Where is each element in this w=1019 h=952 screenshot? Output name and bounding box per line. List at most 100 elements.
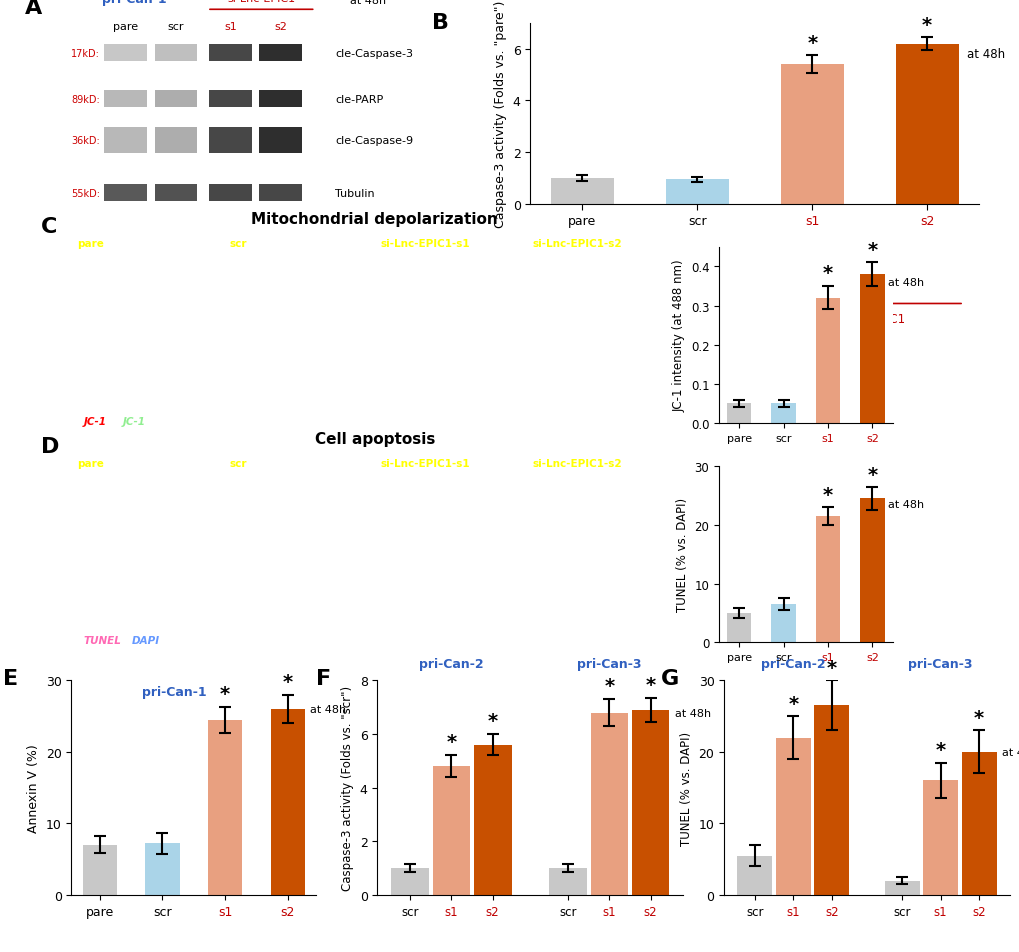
Text: scr: scr: [229, 239, 247, 249]
Text: *: *: [220, 684, 230, 704]
Y-axis label: TUNEL (% vs. DAPI): TUNEL (% vs. DAPI): [676, 498, 688, 611]
Text: *: *: [446, 733, 457, 752]
Text: pri-Can-1: pri-Can-1: [102, 0, 167, 7]
Text: *: *: [825, 658, 836, 677]
Text: C: C: [41, 217, 57, 237]
Bar: [209, 129, 252, 154]
Text: s1: s1: [224, 22, 236, 32]
Text: *: *: [282, 672, 292, 691]
Text: at 48h: at 48h: [351, 0, 386, 7]
Bar: [815, 298, 840, 424]
Bar: [209, 91, 252, 109]
Bar: [550, 179, 613, 205]
Bar: [549, 868, 587, 895]
Text: *: *: [866, 240, 876, 259]
Y-axis label: Annexin V (%): Annexin V (%): [28, 744, 40, 832]
Bar: [665, 180, 729, 205]
Bar: [774, 738, 810, 895]
Text: 55kD:: 55kD:: [71, 188, 100, 199]
Bar: [473, 744, 511, 895]
Text: G: G: [660, 668, 679, 687]
Text: 89kD:: 89kD:: [71, 95, 100, 105]
Text: Tubulin: Tubulin: [334, 188, 374, 199]
Text: *: *: [866, 466, 876, 484]
Bar: [155, 129, 197, 154]
Text: si-Lnc-EPIC1-s2: si-Lnc-EPIC1-s2: [532, 239, 622, 249]
Text: si-Lnc-EPIC1: si-Lnc-EPIC1: [817, 719, 881, 729]
Text: pri-Can-2: pri-Can-2: [419, 657, 483, 670]
Y-axis label: Caspase-3 activity (Folds vs. "scr"): Caspase-3 activity (Folds vs. "scr"): [340, 685, 354, 890]
Bar: [770, 605, 795, 643]
Text: *: *: [822, 264, 833, 283]
Bar: [631, 710, 668, 895]
Text: at 48h: at 48h: [888, 500, 923, 509]
Bar: [859, 275, 883, 424]
Text: *: *: [645, 675, 655, 694]
Bar: [259, 129, 302, 154]
Text: si-Lnc-EPIC1-s1: si-Lnc-EPIC1-s1: [380, 239, 470, 249]
Text: at 48h: at 48h: [1001, 747, 1019, 757]
Text: cle-PARP: cle-PARP: [334, 95, 383, 105]
Text: pare: pare: [77, 239, 104, 249]
Bar: [737, 856, 771, 895]
Text: pare: pare: [113, 22, 139, 32]
Bar: [259, 91, 302, 109]
Text: scr: scr: [229, 458, 247, 468]
Text: s2: s2: [274, 22, 287, 32]
Text: *: *: [806, 34, 816, 53]
Bar: [155, 91, 197, 109]
Bar: [104, 129, 147, 154]
Text: 36kD:: 36kD:: [71, 136, 100, 147]
Text: Cell apoptosis: Cell apoptosis: [314, 431, 435, 446]
Text: TUNEL: TUNEL: [84, 635, 121, 645]
Text: 17kD:: 17kD:: [71, 49, 100, 59]
Bar: [815, 516, 840, 643]
Text: at 48h: at 48h: [310, 704, 345, 714]
Y-axis label: TUNEL (% vs. DAPI): TUNEL (% vs. DAPI): [680, 731, 692, 844]
Text: D: D: [41, 436, 59, 456]
Text: si-Lnc-EPIC1: si-Lnc-EPIC1: [833, 312, 905, 326]
Text: si-Lnc-EPIC1-s1: si-Lnc-EPIC1-s1: [380, 458, 470, 468]
Bar: [259, 186, 302, 202]
Text: *: *: [822, 486, 833, 505]
Bar: [270, 709, 305, 895]
Text: cle-Caspase-9: cle-Caspase-9: [334, 136, 413, 147]
Bar: [432, 766, 470, 895]
Text: *: *: [788, 694, 798, 713]
Text: A: A: [24, 0, 42, 18]
Bar: [922, 781, 958, 895]
Bar: [145, 843, 179, 895]
Text: /: /: [117, 416, 120, 426]
Text: *: *: [487, 711, 497, 730]
Text: scr: scr: [168, 22, 184, 32]
Bar: [104, 46, 147, 62]
Text: pare: pare: [77, 458, 104, 468]
Bar: [883, 881, 919, 895]
Bar: [961, 752, 996, 895]
Bar: [590, 713, 628, 895]
Text: pri-Can-3: pri-Can-3: [908, 657, 972, 670]
Text: pri-Can-1: pri-Can-1: [142, 685, 206, 699]
Text: DAPI: DAPI: [132, 635, 160, 645]
Bar: [209, 46, 252, 62]
Text: si-Lnc-EPIC1: si-Lnc-EPIC1: [817, 500, 881, 510]
Text: si-Lnc-EPIC1-s2: si-Lnc-EPIC1-s2: [532, 458, 622, 468]
Bar: [727, 613, 751, 643]
Bar: [104, 186, 147, 202]
Text: JC-1: JC-1: [123, 416, 146, 426]
Bar: [770, 404, 795, 424]
Bar: [83, 845, 117, 895]
Bar: [391, 868, 429, 895]
Text: F: F: [316, 668, 331, 687]
Text: *: *: [603, 677, 613, 695]
Text: *: *: [934, 741, 945, 760]
Bar: [813, 705, 849, 895]
Text: at 48h: at 48h: [888, 278, 923, 288]
Bar: [104, 91, 147, 109]
Bar: [155, 46, 197, 62]
Bar: [155, 186, 197, 202]
Text: *: *: [973, 708, 983, 727]
Text: *: *: [921, 16, 931, 35]
Bar: [727, 404, 751, 424]
Text: si-Lnc-EPIC1: si-Lnc-EPIC1: [227, 0, 296, 5]
